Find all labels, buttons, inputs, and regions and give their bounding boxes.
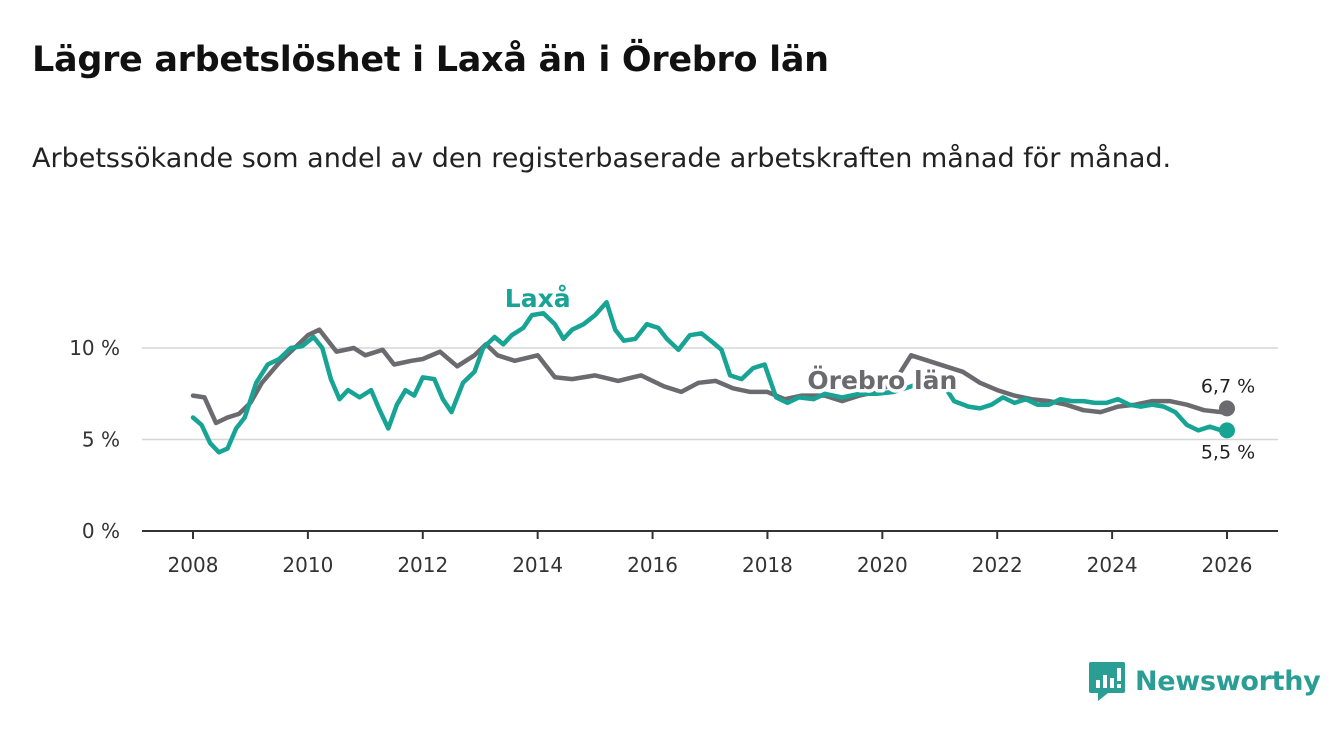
x-tick-label: 2018 xyxy=(742,553,793,577)
x-tick-label: 2026 xyxy=(1202,553,1253,577)
newsworthy-brand[interactable]: Newsworthy xyxy=(1088,660,1321,702)
series-layer xyxy=(190,300,1235,455)
series-line-laxa xyxy=(190,300,1230,455)
end-point-orebro-lan xyxy=(1219,400,1235,417)
x-tick-label: 2020 xyxy=(857,553,908,577)
series-label-laxa: Laxå xyxy=(505,284,571,313)
newsworthy-logo-icon xyxy=(1089,662,1125,701)
end-point-laxa xyxy=(1219,422,1235,439)
x-tick-label: 2024 xyxy=(1087,553,1138,577)
y-axis-ticks: 0 % 5 % 10 % xyxy=(69,336,120,543)
y-tick-label: 0 % xyxy=(82,519,120,543)
series-labels: 6,7 % Örebro län 5,5 % Laxå xyxy=(501,281,1255,464)
end-value-label-laxa: 5,5 % xyxy=(1201,441,1255,463)
series-label-orebro-lan: Örebro län xyxy=(807,365,957,395)
y-tick-label: 10 % xyxy=(69,336,120,360)
grid-lines xyxy=(142,347,1278,441)
x-tick-label: 2016 xyxy=(627,553,678,577)
brand-name: Newsworthy xyxy=(1135,665,1321,697)
series-line-orebro-lan xyxy=(190,327,1230,426)
chart-title: Lägre arbetslöshet i Laxå än i Örebro lä… xyxy=(32,40,829,80)
x-tick-label: 2014 xyxy=(512,553,563,577)
x-tick-label: 2008 xyxy=(168,553,219,577)
end-value-label-orebro-lan: 6,7 % xyxy=(1201,375,1255,397)
x-axis: 2008 2010 2012 2014 2016 2018 2020 2022 2024 2026 xyxy=(142,530,1278,577)
chart-subtitle: Arbetssökande som andel av den registerb… xyxy=(32,143,1172,174)
x-tick-label: 2010 xyxy=(282,553,333,577)
x-tick-label: 2022 xyxy=(972,553,1023,577)
x-tick-label: 2012 xyxy=(397,553,448,577)
y-tick-label: 5 % xyxy=(82,428,120,452)
